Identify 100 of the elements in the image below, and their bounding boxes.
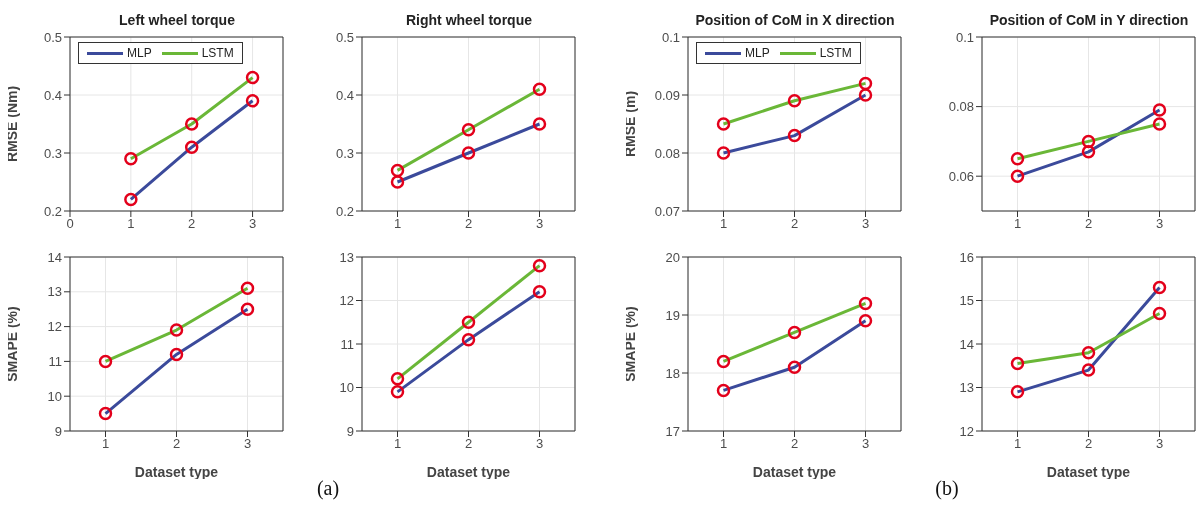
point [787, 128, 802, 143]
x-tick-label: 2 [790, 216, 799, 232]
point [240, 302, 255, 316]
x-tick-label: 2 [1084, 436, 1093, 452]
point [98, 406, 113, 421]
x-tick-label: 2 [1084, 216, 1093, 232]
y-tick-label: 13 [959, 380, 974, 396]
x-tick-label: 3 [535, 436, 544, 452]
y-tick-label: 0.08 [948, 99, 974, 115]
point [169, 323, 184, 337]
y-tick-label: 14 [47, 249, 62, 265]
x-tick-label: 1 [719, 436, 728, 452]
y-tick-label: 0.4 [335, 87, 354, 103]
point [461, 315, 476, 329]
y-tick-label: 0.09 [654, 87, 680, 103]
y-tick-label: 13 [47, 284, 62, 300]
point [245, 70, 260, 85]
point [532, 82, 547, 96]
y-tick-label: 0.5 [43, 29, 62, 45]
x-tick-label: 1 [393, 436, 402, 452]
point [461, 332, 476, 347]
x-tick-label: 1 [1013, 216, 1022, 232]
point [1010, 385, 1025, 399]
y-tick-label: 9 [346, 423, 354, 439]
point [98, 354, 113, 369]
y-tick-label: 10 [339, 380, 354, 396]
point [716, 117, 731, 131]
y-tick-label: 0.1 [661, 29, 680, 45]
x-tick-label: 1 [719, 216, 728, 232]
chart-title: Right wheel torque [405, 11, 533, 30]
legend-label: LSTM [819, 46, 852, 60]
x-tick-label: 1 [1013, 436, 1022, 452]
x-tick-label: 3 [1155, 216, 1164, 232]
point [858, 76, 873, 91]
y-tick-label: 16 [959, 249, 974, 265]
x-tick-label: 2 [188, 216, 196, 232]
y-tick-label: 10 [47, 388, 62, 404]
point [858, 314, 873, 328]
chart-title: Position of CoM in X direction [694, 11, 896, 30]
y-tick-label: 0.5 [335, 29, 354, 45]
point [787, 94, 802, 108]
point [461, 123, 476, 137]
y-tick-label: 15 [959, 293, 974, 309]
x-tick-label: 0 [66, 216, 74, 232]
y-tick-label: 9 [54, 423, 62, 439]
point [1081, 145, 1096, 159]
point [390, 175, 405, 189]
y-tick-label: 20 [665, 249, 680, 265]
chart-title: Left wheel torque [118, 11, 236, 30]
point [1152, 117, 1167, 131]
x-tick-label: 1 [393, 216, 402, 232]
point [787, 360, 802, 374]
point [184, 140, 199, 154]
point [1010, 169, 1025, 183]
point [390, 385, 405, 399]
point [1081, 134, 1096, 149]
x-tick-label: 3 [243, 436, 252, 452]
y-tick-label: 11 [48, 354, 62, 370]
y-tick-label: 0.4 [43, 87, 62, 103]
y-tick-label: 12 [959, 423, 974, 439]
y-tick-label: 13 [339, 249, 354, 265]
x-tick-label: 2 [464, 436, 473, 452]
point [716, 354, 731, 369]
x-tick-label: 3 [1155, 436, 1164, 452]
point [169, 347, 184, 362]
x-tick-label: 1 [101, 436, 110, 452]
point [124, 192, 138, 207]
x-tick-label: 3 [248, 216, 257, 232]
legend-label: MLP [745, 46, 770, 60]
x-axis-title: Dataset type [1046, 464, 1131, 480]
y-tick-label: 0.08 [654, 145, 680, 161]
legend-label: LSTM [201, 46, 234, 60]
y-tick-label: 0.1 [955, 29, 974, 45]
point [716, 383, 731, 398]
legend-label: MLP [127, 46, 152, 60]
chart-title: Position of CoM in Y direction [988, 11, 1190, 30]
point [390, 163, 405, 178]
y-tick-label: 0.3 [43, 145, 62, 161]
point [245, 94, 260, 108]
y-tick-label: 11 [340, 336, 354, 352]
point [858, 296, 873, 311]
y-tick-label: 12 [47, 319, 62, 335]
point [390, 372, 405, 386]
y-tick-label: 18 [665, 365, 680, 381]
y-tick-label: 0.2 [43, 203, 62, 219]
x-tick-label: 2 [790, 436, 799, 452]
point [532, 258, 547, 273]
text: (a) [316, 477, 340, 499]
x-tick-label: 3 [861, 216, 870, 232]
point [1152, 306, 1167, 321]
point [1081, 345, 1096, 360]
point [716, 146, 731, 160]
point [1152, 280, 1167, 295]
y-tick-label: 0.07 [654, 203, 680, 219]
x-tick-label: 3 [535, 216, 544, 232]
x-tick-label: 2 [172, 436, 181, 452]
point [124, 152, 138, 166]
point [532, 117, 547, 131]
point [1010, 152, 1025, 166]
point [532, 285, 547, 299]
